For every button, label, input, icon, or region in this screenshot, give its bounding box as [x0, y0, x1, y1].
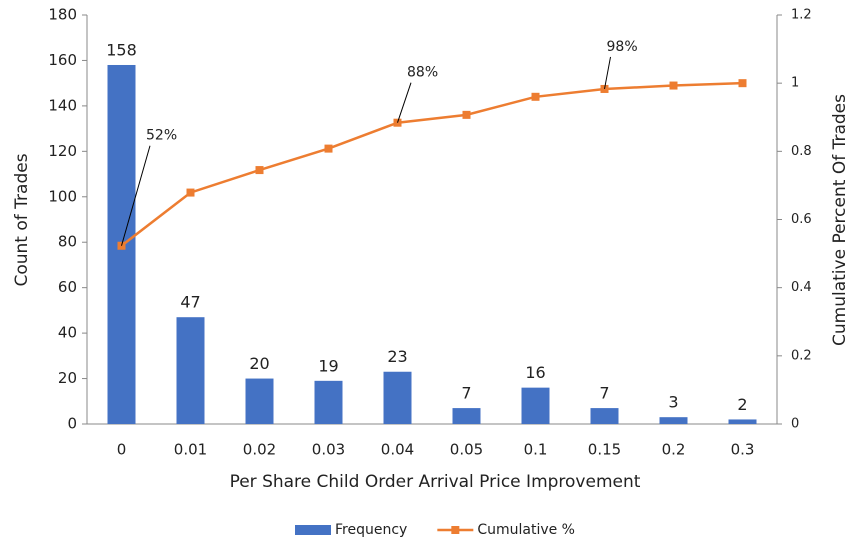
line-marker	[324, 144, 333, 153]
y-tick-label: 20	[58, 369, 77, 387]
x-axis-title: Per Share Child Order Arrival Price Impr…	[230, 472, 641, 492]
y-axis-title: Count of Trades	[12, 153, 32, 286]
line-marker	[186, 188, 195, 197]
data-label: 52%	[146, 128, 177, 144]
data-label: 158	[106, 40, 137, 59]
data-label: 47	[180, 293, 200, 312]
bar	[728, 419, 757, 424]
y2-tick-label: 1.2	[791, 8, 812, 23]
y-tick-label: 160	[48, 51, 77, 69]
data-label: 98%	[607, 39, 638, 55]
data-label: 7	[461, 384, 471, 403]
x-tick-label: 0.05	[450, 441, 483, 459]
x-tick-label: 0.15	[588, 441, 621, 459]
bar	[245, 378, 274, 424]
x-tick-label: 0.03	[312, 441, 345, 459]
y-tick-label: 60	[58, 278, 77, 296]
bar	[659, 417, 688, 424]
x-tick-label: 0.2	[662, 441, 686, 459]
bar	[383, 371, 412, 424]
legend-swatch	[451, 526, 460, 534]
annotation-arrow	[604, 56, 611, 90]
line-marker	[531, 92, 540, 101]
y-tick-label: 0	[67, 415, 77, 433]
x-tick-label: 0.04	[381, 441, 414, 459]
data-label: 23	[387, 347, 407, 366]
annotation-arrow	[397, 82, 412, 123]
y-tick-label: 140	[48, 96, 77, 114]
legend-label: Frequency	[335, 522, 407, 538]
y-tick-label: 40	[58, 324, 77, 342]
data-label: 19	[318, 356, 338, 375]
x-tick-label: 0.02	[243, 441, 276, 459]
x-tick-label: 0.3	[731, 441, 755, 459]
data-label: 3	[668, 393, 678, 412]
y2-tick-label: 1	[791, 76, 799, 91]
line-marker	[462, 110, 471, 119]
annotation-arrow	[121, 145, 151, 246]
bar	[452, 408, 481, 424]
y-tick-label: 120	[48, 142, 77, 160]
bar	[314, 380, 343, 424]
data-label: 20	[249, 354, 269, 373]
bar	[521, 387, 550, 424]
y2-tick-label: 0.8	[791, 144, 812, 159]
line-marker	[738, 79, 747, 88]
x-tick-label: 0.01	[174, 441, 207, 459]
y2-tick-label: 0.4	[791, 280, 812, 295]
line-marker	[255, 166, 264, 175]
bar	[176, 317, 205, 424]
x-tick-label: 0	[117, 441, 127, 459]
y-tick-label: 80	[58, 233, 77, 251]
y-tick-label: 100	[48, 187, 77, 205]
y-tick-label: 180	[48, 6, 77, 24]
data-label: 88%	[407, 65, 438, 81]
bar	[590, 408, 619, 424]
y2-tick-label: 0	[791, 417, 799, 432]
data-label: 16	[525, 363, 545, 382]
line-marker	[669, 81, 678, 90]
data-label: 7	[599, 384, 609, 403]
data-label: 2	[737, 395, 747, 414]
legend-label: Cumulative %	[477, 522, 575, 538]
x-tick-label: 0.1	[524, 441, 548, 459]
line	[120, 81, 743, 247]
y2-axis-title: Cumulative Percent Of Trades	[830, 94, 850, 346]
legend-swatch	[295, 525, 331, 535]
y2-tick-label: 0.2	[791, 348, 812, 363]
y2-tick-label: 0.6	[791, 212, 812, 227]
